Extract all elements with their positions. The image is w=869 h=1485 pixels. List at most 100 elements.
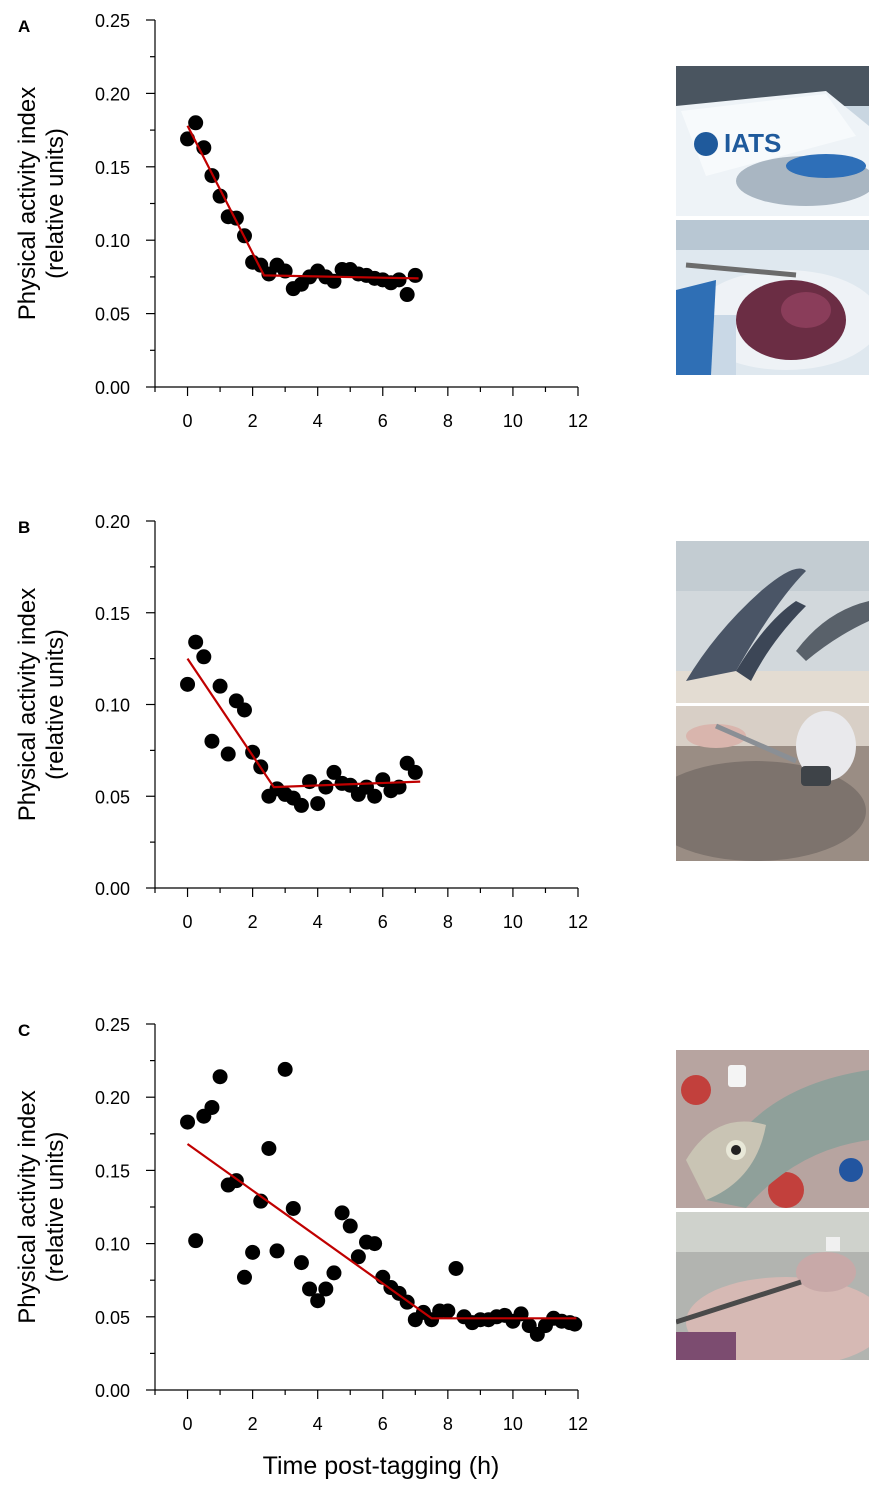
x-tick-label: 10 — [503, 912, 523, 932]
data-point — [399, 287, 415, 303]
data-point — [567, 1316, 583, 1332]
iats-logo-text: IATS — [724, 128, 781, 158]
data-point — [269, 1243, 285, 1259]
y-tick-label: 0.20 — [95, 512, 130, 532]
y-axis-title-line2: (relative units) — [42, 128, 69, 279]
data-point — [212, 678, 228, 694]
data-point — [188, 115, 204, 131]
fit-line — [186, 657, 421, 789]
data-point — [326, 764, 342, 780]
photo-panel-b-bottom — [676, 706, 869, 861]
data-point — [391, 272, 407, 288]
x-tick-label: 2 — [248, 411, 258, 431]
x-tick-label: 8 — [443, 411, 453, 431]
data-point — [310, 796, 326, 812]
panel-label: A — [18, 17, 30, 36]
x-tick-label: 4 — [313, 411, 323, 431]
y-axis-title-line1: Physical activity index — [14, 87, 41, 320]
x-tick-label: 2 — [248, 912, 258, 932]
data-point — [180, 1114, 196, 1130]
panel-label: C — [18, 1021, 30, 1040]
data-point — [245, 1244, 261, 1260]
data-point — [236, 1269, 252, 1285]
data-point — [261, 1140, 277, 1156]
data-point — [342, 1218, 358, 1234]
photo-panel-c-bottom — [676, 1212, 869, 1360]
x-tick-label: 12 — [568, 1414, 588, 1434]
y-tick-label: 0.15 — [95, 158, 130, 178]
y-tick-label: 0.10 — [95, 231, 130, 251]
data-point — [448, 1260, 464, 1276]
data-point — [253, 1193, 269, 1209]
y-tick-label: 0.20 — [95, 1088, 130, 1108]
data-point — [293, 797, 309, 813]
y-tick-label: 0.15 — [95, 604, 130, 624]
y-tick-label: 0.05 — [95, 305, 130, 325]
y-tick-label: 0.25 — [95, 1015, 130, 1035]
data-point — [277, 1061, 293, 1077]
y-tick-label: 0.25 — [95, 11, 130, 31]
y-tick-label: 0.10 — [95, 1235, 130, 1255]
photo-panel-c-top — [676, 1050, 869, 1208]
data-point — [318, 779, 334, 795]
data-point — [220, 746, 236, 762]
photo-panel-a-bottom — [676, 220, 869, 375]
x-tick-label: 8 — [443, 912, 453, 932]
x-tick-label: 6 — [378, 411, 388, 431]
y-tick-label: 0.20 — [95, 84, 130, 104]
data-point — [367, 788, 383, 804]
data-point — [204, 733, 220, 749]
fit-line — [186, 1143, 577, 1320]
x-tick-label: 8 — [443, 1414, 453, 1434]
y-tick-label: 0.00 — [95, 879, 130, 899]
data-point — [326, 1265, 342, 1281]
data-point — [334, 1205, 350, 1221]
panel-label: B — [18, 518, 30, 537]
x-tick-label: 6 — [378, 912, 388, 932]
photo-panel-a-top: IATS — [676, 66, 869, 216]
data-point — [188, 1233, 204, 1249]
x-tick-label: 0 — [183, 1414, 193, 1434]
y-axis-title-line1: Physical activity index — [14, 1090, 41, 1323]
y-axis-title-line2: (relative units) — [42, 629, 69, 780]
y-tick-label: 0.05 — [95, 787, 130, 807]
data-point — [212, 1069, 228, 1085]
data-point — [367, 1236, 383, 1252]
data-point — [407, 267, 423, 283]
x-tick-label: 4 — [313, 1414, 323, 1434]
y-tick-label: 0.15 — [95, 1161, 130, 1181]
data-point — [310, 1293, 326, 1309]
data-point — [285, 1200, 301, 1216]
data-point — [236, 702, 252, 718]
data-point — [318, 1281, 334, 1297]
x-tick-label: 0 — [183, 411, 193, 431]
x-tick-label: 10 — [503, 411, 523, 431]
y-axis-title-line1: Physical activity index — [14, 588, 41, 821]
y-axis-title-line2: (relative units) — [42, 1132, 69, 1283]
x-axis-title: Time post-tagging (h) — [262, 1452, 500, 1480]
data-point — [204, 1099, 220, 1115]
data-point — [350, 1249, 366, 1265]
x-tick-label: 10 — [503, 1414, 523, 1434]
data-point — [302, 1281, 318, 1297]
x-tick-label: 0 — [183, 912, 193, 932]
x-tick-label: 12 — [568, 912, 588, 932]
photo-panel-b-top — [676, 541, 869, 703]
data-point — [407, 764, 423, 780]
data-point — [293, 1255, 309, 1271]
data-point — [440, 1303, 456, 1319]
y-tick-label: 0.00 — [95, 1381, 130, 1401]
y-tick-label: 0.00 — [95, 378, 130, 398]
data-point — [180, 676, 196, 692]
data-point — [188, 634, 204, 650]
y-tick-label: 0.05 — [95, 1308, 130, 1328]
x-tick-label: 4 — [313, 912, 323, 932]
x-tick-label: 6 — [378, 1414, 388, 1434]
y-tick-label: 0.10 — [95, 696, 130, 716]
data-point — [196, 649, 212, 665]
data-point — [212, 188, 228, 204]
fit-line — [186, 125, 419, 280]
x-tick-label: 2 — [248, 1414, 258, 1434]
x-tick-label: 12 — [568, 411, 588, 431]
